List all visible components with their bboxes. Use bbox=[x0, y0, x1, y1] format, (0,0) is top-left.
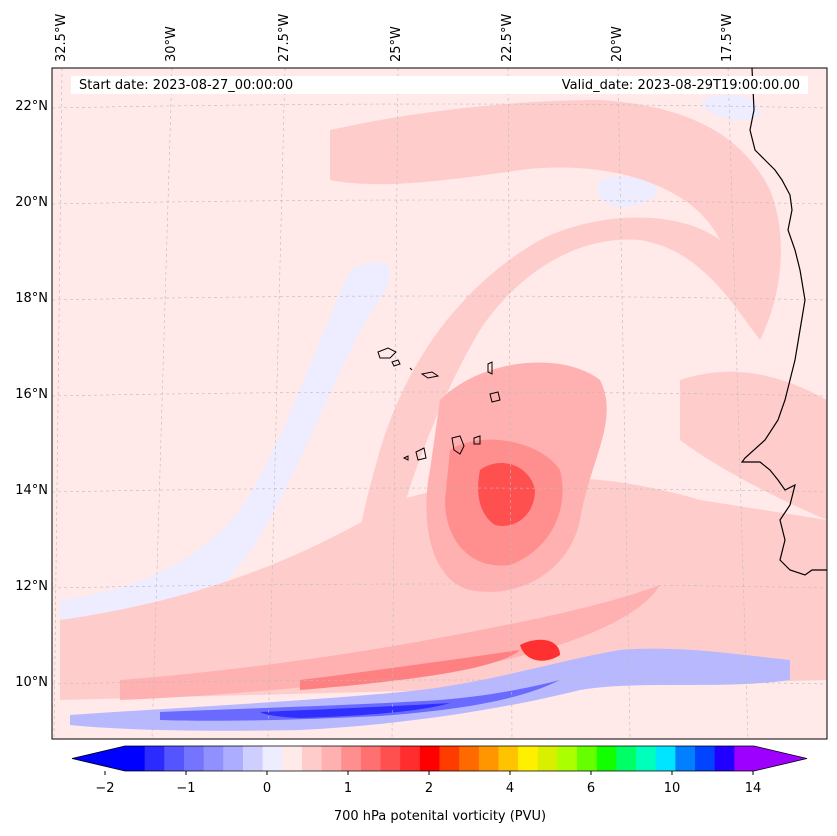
colorbar-extend-max bbox=[754, 746, 807, 771]
start-date-label: Start date: 2023-08-27_00:00:00 bbox=[79, 78, 294, 93]
pv-positive-band-max bbox=[520, 639, 560, 661]
lat-label-14n: 14°N bbox=[15, 483, 48, 498]
colorbar-segment bbox=[695, 746, 716, 771]
colorbar-tick-label: −1 bbox=[176, 781, 196, 796]
colorbar-segment bbox=[478, 746, 499, 771]
lat-label-20n: 20°N bbox=[15, 195, 48, 210]
colorbar-segment bbox=[636, 746, 657, 771]
pv-positive-core-inner bbox=[478, 462, 535, 526]
colorbar-outline bbox=[71, 745, 808, 772]
colorbar-tick-label: −2 bbox=[95, 781, 115, 796]
colorbar-extend-min bbox=[72, 746, 125, 771]
lon-label-22-5w: 22.5°W bbox=[500, 13, 515, 62]
cape-verde-islands bbox=[377, 347, 501, 461]
colorbar-tick-label: 14 bbox=[744, 781, 762, 796]
colorbar-segment bbox=[734, 746, 755, 771]
colorbar-segment bbox=[223, 746, 244, 771]
colorbar-tick-label: 2 bbox=[424, 781, 434, 796]
colorbar-segment bbox=[164, 746, 185, 771]
pv-negative-band-peak bbox=[260, 703, 450, 718]
colorbar-segment bbox=[360, 746, 382, 771]
lon-label-17-5w: 17.5°W bbox=[720, 13, 735, 62]
lat-label-16n: 16°N bbox=[15, 387, 48, 402]
map-frame bbox=[51, 67, 828, 740]
colorbar-segment bbox=[341, 746, 362, 771]
pv-negative-band-west bbox=[60, 261, 390, 640]
pv-positive-region-east bbox=[680, 371, 827, 520]
lat-label-10n: 10°N bbox=[15, 675, 48, 690]
colorbar-segment bbox=[400, 746, 421, 771]
colorbar-segment bbox=[616, 746, 637, 771]
colorbar-segment bbox=[183, 746, 205, 771]
colorbar-segment bbox=[459, 746, 480, 771]
colorbar-segment bbox=[518, 746, 539, 771]
graticule bbox=[52, 68, 827, 739]
colorbar bbox=[71, 745, 808, 775]
lon-label-32-5w: 32.5°W bbox=[54, 13, 69, 62]
africa-coastline bbox=[740, 68, 827, 576]
colorbar-segment bbox=[301, 746, 323, 771]
colorbar-segment bbox=[125, 746, 146, 771]
lon-label-27-5w: 27.5°W bbox=[277, 13, 292, 62]
lon-label-30w: 30°W bbox=[164, 26, 179, 62]
colorbar-title: 700 hPa potenital vorticity (PVU) bbox=[333, 809, 547, 824]
colorbar-segment bbox=[498, 746, 519, 771]
colorbar-segment bbox=[419, 746, 440, 771]
colorbar-segment bbox=[596, 746, 617, 771]
lat-label-12n: 12°N bbox=[15, 579, 48, 594]
lon-label-20w: 20°W bbox=[610, 26, 625, 62]
colorbar-segment bbox=[537, 746, 558, 771]
colorbar-tick-label: 4 bbox=[505, 781, 515, 796]
valid-date-label: Valid_date: 2023-08-29T19:00:00.00 bbox=[561, 78, 800, 93]
pv-negative-patch-north bbox=[598, 176, 657, 208]
colorbar-segment bbox=[675, 746, 696, 771]
colorbar-segment bbox=[144, 746, 165, 771]
colorbar-segment bbox=[439, 746, 460, 771]
colorbar-segment bbox=[262, 746, 283, 771]
colorbar-segment bbox=[380, 746, 401, 771]
colorbar-segment bbox=[203, 746, 224, 771]
lat-label-18n: 18°N bbox=[15, 291, 48, 306]
colorbar-segment bbox=[242, 746, 264, 771]
pv-positive-swirl bbox=[330, 100, 781, 620]
lon-label-25w: 25°W bbox=[389, 26, 404, 62]
colorbar-segment bbox=[577, 746, 598, 771]
colorbar-segment bbox=[557, 746, 578, 771]
colorbar-tick-label: 1 bbox=[343, 781, 353, 796]
colorbar-segment bbox=[321, 746, 342, 771]
pv-positive-band-mid bbox=[300, 650, 520, 690]
colorbar-tick-label: 0 bbox=[262, 781, 272, 796]
pv-negative-band-core bbox=[160, 680, 560, 721]
colorbar-segment bbox=[282, 746, 303, 771]
colorbar-segment bbox=[655, 746, 676, 771]
colorbar-segment bbox=[714, 746, 735, 771]
pv-positive-region-south bbox=[60, 477, 827, 700]
pv-negative-patch-ne bbox=[700, 95, 760, 120]
pv-positive-band-outer bbox=[120, 585, 660, 700]
lat-label-22n: 22°N bbox=[15, 99, 48, 114]
colorbar-tick-label: 6 bbox=[586, 781, 596, 796]
colorbar-tick-label: 10 bbox=[663, 781, 681, 796]
info-bar-background bbox=[71, 76, 808, 94]
